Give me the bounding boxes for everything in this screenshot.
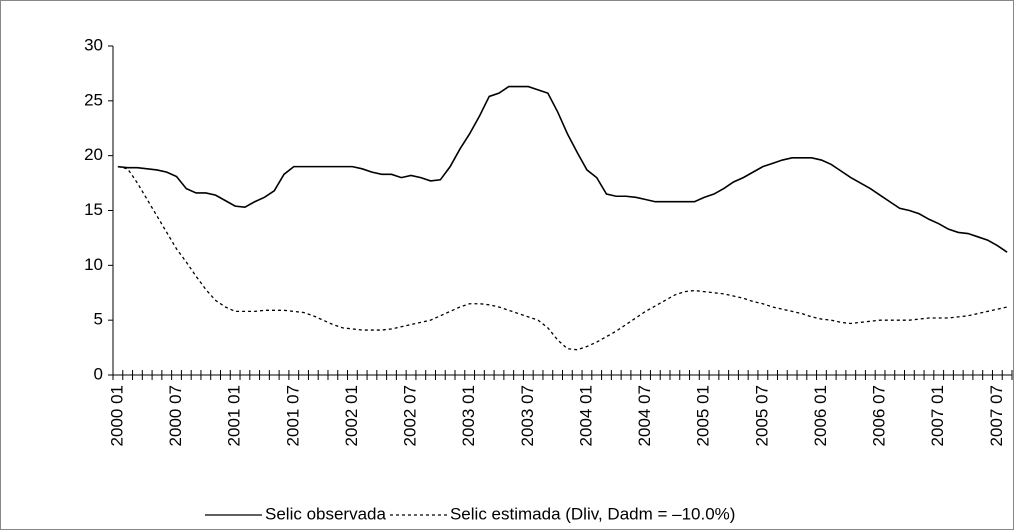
x-tick-label: 2006 07 bbox=[870, 385, 889, 446]
x-tick-label: 2001 07 bbox=[283, 385, 302, 446]
y-tick-label: 10 bbox=[84, 255, 103, 274]
x-tick-label: 2005 01 bbox=[694, 385, 713, 446]
y-tick-label: 0 bbox=[94, 364, 103, 383]
legend-label: Selic estimada (Dliv, Dadm = –10.0%) bbox=[450, 504, 736, 523]
x-tick-label: 2004 01 bbox=[576, 385, 595, 446]
x-tick-label: 2006 01 bbox=[811, 385, 830, 446]
x-tick-label: 2005 07 bbox=[752, 385, 771, 446]
y-tick-label: 30 bbox=[84, 35, 103, 54]
x-tick-label: 2003 07 bbox=[518, 385, 537, 446]
legend-label: Selic observada bbox=[265, 504, 387, 523]
x-tick-label: 2002 07 bbox=[401, 385, 420, 446]
y-tick-label: 20 bbox=[84, 145, 103, 164]
x-tick-label: 2000 07 bbox=[166, 385, 185, 446]
x-tick-label: 2004 07 bbox=[635, 385, 654, 446]
y-tick-label: 15 bbox=[84, 200, 103, 219]
series-line bbox=[117, 85, 1008, 253]
series-line bbox=[117, 165, 1008, 351]
x-tick-label: 2007 01 bbox=[928, 385, 947, 446]
x-tick-label: 2003 01 bbox=[459, 385, 478, 446]
y-tick-label: 25 bbox=[84, 90, 103, 109]
y-tick-label: 5 bbox=[94, 310, 103, 329]
x-tick-label: 2001 01 bbox=[225, 385, 244, 446]
x-tick-label: 2007 07 bbox=[987, 385, 1006, 446]
x-tick-label: 2002 01 bbox=[342, 385, 361, 446]
x-tick-label: 2000 01 bbox=[107, 385, 126, 446]
